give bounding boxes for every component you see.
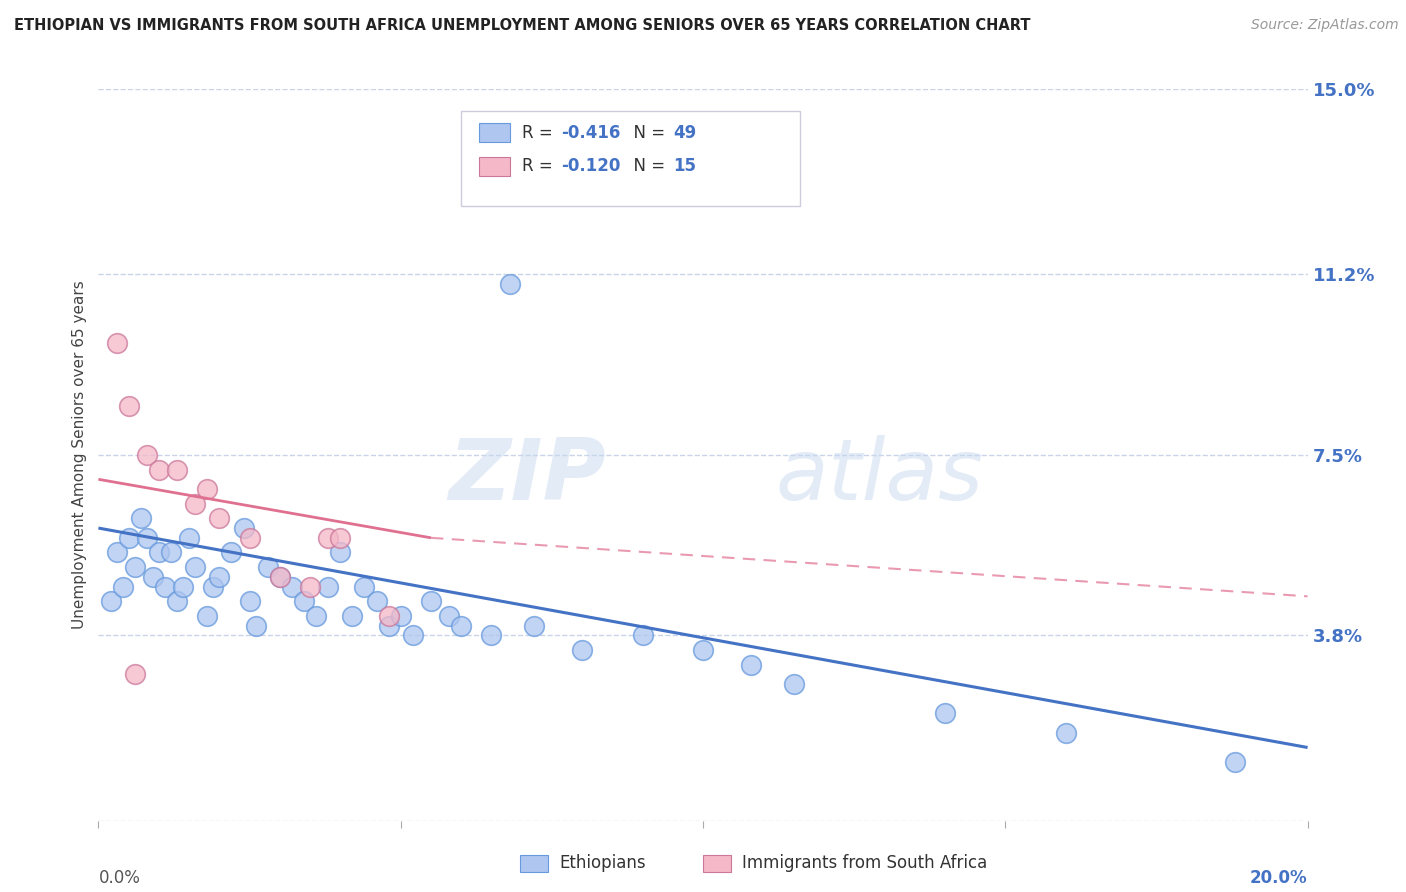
Point xyxy=(118,399,141,413)
Point xyxy=(571,643,593,657)
Point xyxy=(353,580,375,594)
Text: -0.416: -0.416 xyxy=(561,124,620,142)
Text: Ethiopians: Ethiopians xyxy=(560,855,647,872)
Point xyxy=(419,594,441,608)
Point xyxy=(118,531,141,545)
Point xyxy=(100,594,122,608)
Point xyxy=(148,462,170,476)
Point xyxy=(377,618,399,632)
Point xyxy=(124,667,146,681)
Text: 20.0%: 20.0% xyxy=(1250,870,1308,888)
Point xyxy=(402,628,425,642)
Point xyxy=(239,594,262,608)
Point xyxy=(316,580,339,594)
Point xyxy=(153,580,176,594)
Point xyxy=(184,497,207,511)
Point xyxy=(184,560,207,574)
Point xyxy=(692,643,714,657)
Point xyxy=(177,531,201,545)
Point xyxy=(631,628,654,642)
Point xyxy=(389,608,412,623)
Point xyxy=(208,511,231,525)
Point xyxy=(111,580,134,594)
Point xyxy=(498,277,520,292)
Point xyxy=(366,594,388,608)
Point xyxy=(208,570,231,584)
Point xyxy=(160,545,183,559)
Point xyxy=(142,570,165,584)
Text: 0.0%: 0.0% xyxy=(98,870,141,888)
Text: R =: R = xyxy=(522,158,558,176)
Point xyxy=(299,580,322,594)
Text: Source: ZipAtlas.com: Source: ZipAtlas.com xyxy=(1251,18,1399,32)
Text: ETHIOPIAN VS IMMIGRANTS FROM SOUTH AFRICA UNEMPLOYMENT AMONG SENIORS OVER 65 YEA: ETHIOPIAN VS IMMIGRANTS FROM SOUTH AFRIC… xyxy=(14,18,1031,33)
Point xyxy=(202,580,225,594)
Point xyxy=(740,657,762,672)
Text: Immigrants from South Africa: Immigrants from South Africa xyxy=(742,855,987,872)
Text: R =: R = xyxy=(522,124,558,142)
Point xyxy=(329,545,352,559)
Point xyxy=(329,531,352,545)
Point xyxy=(316,531,339,545)
Point xyxy=(172,580,194,594)
Point xyxy=(523,618,546,632)
Point xyxy=(450,618,472,632)
Point xyxy=(245,618,267,632)
Point xyxy=(124,560,146,574)
Point xyxy=(934,706,956,721)
Text: -0.120: -0.120 xyxy=(561,158,620,176)
Point xyxy=(1054,726,1077,740)
Point xyxy=(135,448,157,462)
Point xyxy=(166,594,188,608)
Point xyxy=(1223,755,1246,769)
Point xyxy=(135,531,157,545)
Point xyxy=(129,511,152,525)
Point xyxy=(269,570,291,584)
Point xyxy=(239,531,262,545)
Text: ZIP: ZIP xyxy=(449,435,606,518)
Point xyxy=(481,628,503,642)
Point xyxy=(105,545,128,559)
Point xyxy=(782,677,804,691)
Y-axis label: Unemployment Among Seniors over 65 years: Unemployment Among Seniors over 65 years xyxy=(72,281,87,629)
Point xyxy=(377,608,399,623)
Point xyxy=(342,608,364,623)
Point xyxy=(105,335,128,350)
Point xyxy=(305,608,328,623)
Text: 49: 49 xyxy=(673,124,697,142)
Text: atlas: atlas xyxy=(776,435,984,518)
Point xyxy=(256,560,278,574)
Point xyxy=(269,570,291,584)
Point xyxy=(148,545,170,559)
Text: 15: 15 xyxy=(673,158,696,176)
Point xyxy=(281,580,304,594)
Text: N =: N = xyxy=(623,124,671,142)
Point xyxy=(166,462,188,476)
Point xyxy=(221,545,243,559)
Text: N =: N = xyxy=(623,158,671,176)
Point xyxy=(232,521,254,535)
Point xyxy=(437,608,460,623)
Point xyxy=(292,594,315,608)
Point xyxy=(195,482,218,496)
Point xyxy=(195,608,218,623)
